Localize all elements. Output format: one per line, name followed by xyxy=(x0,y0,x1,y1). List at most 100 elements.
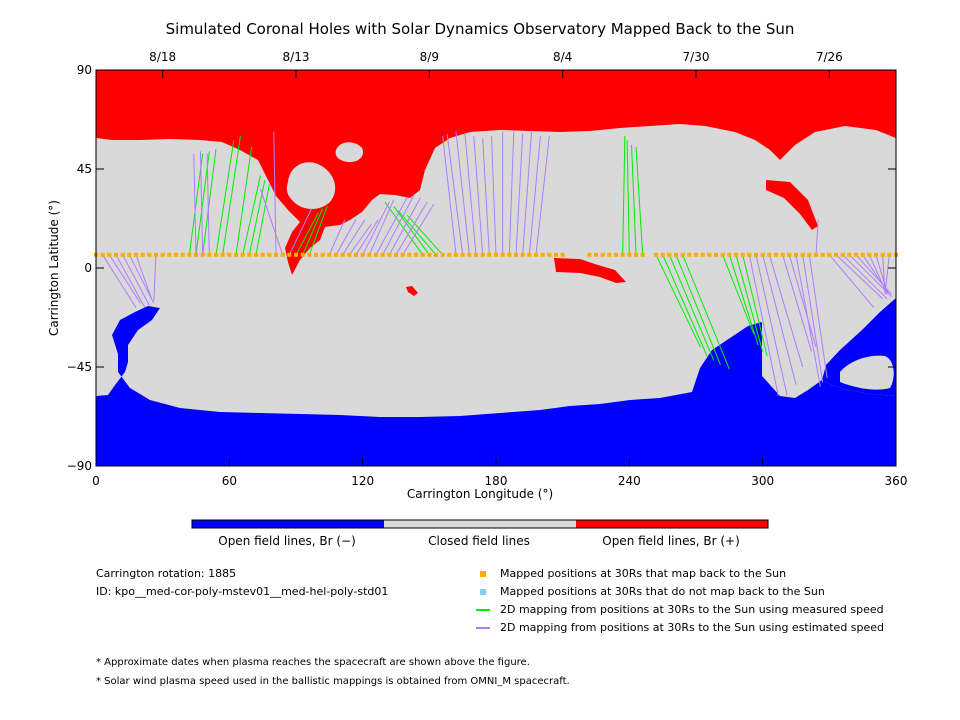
colorbar-label-positive: Open field lines, Br (+) xyxy=(602,534,740,548)
estimated-mapping-line xyxy=(508,131,515,255)
mapped-position-point xyxy=(374,252,378,257)
mapped-position-point xyxy=(554,252,558,257)
estimated-mapping-line xyxy=(515,133,524,255)
mapped-position-point xyxy=(854,252,858,257)
legend-label: Mapped positions at 30Rs that do not map… xyxy=(500,585,825,598)
mapped-position-point xyxy=(600,252,605,257)
legend-estimated: 2D mapping from positions at 30Rs to the… xyxy=(476,621,884,634)
mapped-position-point xyxy=(794,252,798,257)
mapped-position-point xyxy=(680,252,685,257)
x-tick-label: 180 xyxy=(484,474,508,488)
mapped-position-point xyxy=(860,252,865,257)
mapped-position-point xyxy=(754,252,758,257)
estimated-mapping-line xyxy=(328,219,346,256)
estimated-mapping-line xyxy=(768,254,804,368)
mapped-position-point xyxy=(307,252,312,257)
y-tick-label: −90 xyxy=(66,459,92,473)
estimated-mapping-line xyxy=(128,254,155,304)
positive-hole-patch xyxy=(554,258,626,283)
measured-mapping-line xyxy=(242,175,261,255)
estimated-mapping-line xyxy=(882,254,886,293)
mapped-position-point xyxy=(160,252,165,257)
measured-mapping-line xyxy=(202,149,217,255)
mapped-position-point xyxy=(200,252,205,257)
estimated-mapping-line xyxy=(802,254,824,383)
y-tick-label: 45 xyxy=(76,162,92,176)
mapped-position-point xyxy=(747,252,752,257)
estimated-mapping-line xyxy=(199,151,204,255)
mapped-position-point xyxy=(120,252,125,257)
legend-mapped-back: Mapped positions at 30Rs that map back t… xyxy=(476,567,786,580)
mapped-position-point xyxy=(800,252,805,257)
top-date-label: 8/13 xyxy=(282,50,310,64)
mapped-position-point xyxy=(254,252,258,257)
mapped-position-point xyxy=(654,252,658,257)
mapped-position-point xyxy=(707,252,712,257)
estimated-mapping-line xyxy=(102,254,137,308)
estimated-mapping-line xyxy=(473,135,484,255)
mapped-position-point xyxy=(807,252,812,257)
mapped-position-point xyxy=(840,252,845,257)
estimated-mapping-line xyxy=(788,254,817,348)
mapped-position-point xyxy=(280,252,285,257)
measured-mapping-line xyxy=(308,206,328,255)
mapped-position-point xyxy=(394,252,398,257)
estimated-mapping-line xyxy=(762,254,797,385)
mapped-position-point xyxy=(560,252,565,257)
estimated-mapping-line xyxy=(455,131,470,255)
measured-mapping-line xyxy=(722,254,755,335)
mapped-position-point xyxy=(634,252,638,257)
legend-label: Mapped positions at 30Rs that map back t… xyxy=(500,567,787,580)
estimated-mapping-line xyxy=(795,254,821,387)
mapped-position-point xyxy=(440,252,445,257)
x-tick-label: 360 xyxy=(884,474,908,488)
mapped-position-point xyxy=(300,252,305,257)
mapped-position-point xyxy=(627,252,632,257)
estimated-mapping-line xyxy=(535,135,550,255)
mapped-position-point xyxy=(507,252,512,257)
measured-mapping-line xyxy=(622,135,626,255)
positive-polar-hole xyxy=(96,70,896,275)
estimated-mapping-line xyxy=(135,254,153,299)
estimated-mapping-line xyxy=(108,254,141,304)
mapped-position-point xyxy=(614,252,618,257)
measured-mapping-line xyxy=(235,146,253,255)
mapped-position-point xyxy=(227,252,232,257)
mapped-position-point xyxy=(520,252,525,257)
mapped-position-point xyxy=(847,252,852,257)
measured-mapping-line xyxy=(255,184,270,255)
measured-mapping-line xyxy=(675,254,721,365)
mapped-position-point xyxy=(534,252,538,257)
mapped-position-point xyxy=(347,252,352,257)
y-tick-label: 90 xyxy=(76,63,92,77)
colorbar-label-closed: Closed field lines xyxy=(428,534,530,548)
mapped-position-point xyxy=(540,252,545,257)
estimated-mapping-line xyxy=(402,203,435,256)
mapped-position-point xyxy=(607,252,612,257)
mapped-position-point xyxy=(447,252,452,257)
estimated-mapping-line xyxy=(522,131,533,255)
mapped-position-point xyxy=(367,252,372,257)
mapped-position-point xyxy=(867,252,872,257)
colorbar-frame xyxy=(191,519,769,529)
mapped-position-point xyxy=(327,252,332,257)
estimated-mapping-line xyxy=(355,219,379,256)
legend-square-orange xyxy=(480,570,486,577)
mapped-position-point xyxy=(660,252,665,257)
measured-mapping-line xyxy=(742,254,768,357)
measured-mapping-line xyxy=(631,144,637,255)
mapped-position-point xyxy=(460,252,465,257)
measured-mapping-line xyxy=(682,254,730,370)
legend-label: 2D mapping from positions at 30Rs to the… xyxy=(500,603,884,616)
x-tick-label: 0 xyxy=(92,474,100,488)
mapped-position-point xyxy=(320,252,325,257)
estimated-mapping-line xyxy=(153,254,157,302)
mapped-position-point xyxy=(734,252,738,257)
top-date-label: 8/9 xyxy=(419,50,439,64)
mapped-position-point xyxy=(387,252,392,257)
estimated-mapping-line xyxy=(368,199,395,256)
mapped-position-point xyxy=(360,252,365,257)
mapped-position-point xyxy=(134,252,138,257)
measured-mapping-line xyxy=(655,254,701,348)
measured-mapping-line xyxy=(735,254,764,352)
